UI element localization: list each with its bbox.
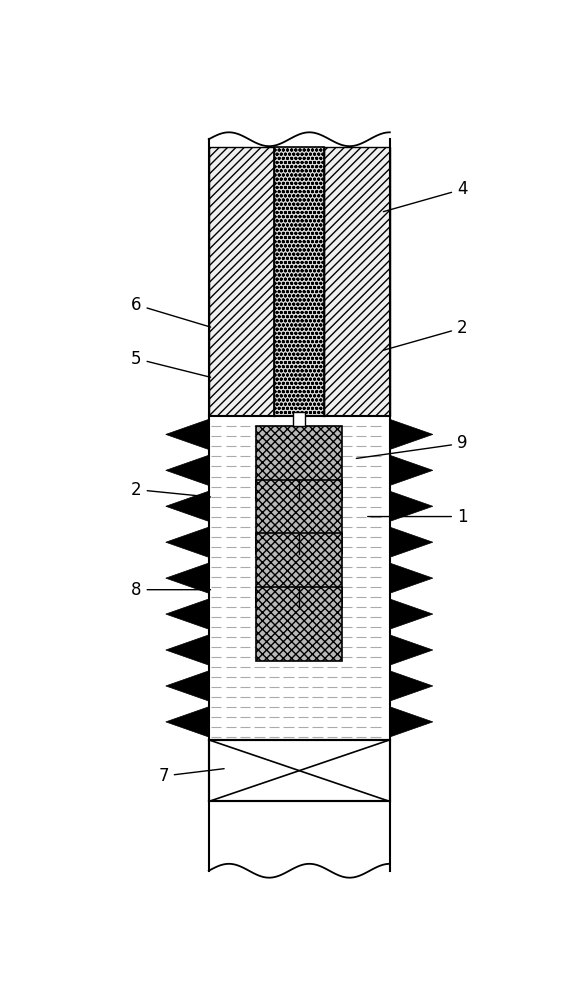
Text: 7: 7 xyxy=(158,767,224,785)
Polygon shape xyxy=(390,563,433,593)
Polygon shape xyxy=(166,599,209,629)
Polygon shape xyxy=(166,491,209,521)
Bar xyxy=(324,147,390,416)
Bar xyxy=(256,480,342,554)
Polygon shape xyxy=(390,491,433,521)
Polygon shape xyxy=(390,707,433,737)
Bar xyxy=(256,587,342,661)
Bar xyxy=(293,412,305,426)
Bar xyxy=(209,147,274,416)
Bar xyxy=(256,533,342,607)
Bar xyxy=(209,740,390,801)
Polygon shape xyxy=(166,419,209,450)
Polygon shape xyxy=(390,455,433,485)
Text: 5: 5 xyxy=(131,350,211,377)
Text: 9: 9 xyxy=(356,434,467,458)
Polygon shape xyxy=(390,599,433,629)
Polygon shape xyxy=(166,707,209,737)
Text: 4: 4 xyxy=(384,180,467,212)
Polygon shape xyxy=(390,671,433,701)
Text: 2: 2 xyxy=(384,319,468,350)
Bar xyxy=(209,147,390,416)
Bar xyxy=(209,416,390,740)
Polygon shape xyxy=(166,635,209,665)
Polygon shape xyxy=(166,455,209,485)
Polygon shape xyxy=(166,671,209,701)
Text: 6: 6 xyxy=(131,296,211,327)
Polygon shape xyxy=(390,419,433,450)
Polygon shape xyxy=(390,635,433,665)
Text: 1: 1 xyxy=(368,508,468,526)
Bar xyxy=(256,426,342,500)
Bar xyxy=(274,147,324,416)
Polygon shape xyxy=(390,527,433,557)
Polygon shape xyxy=(166,563,209,593)
Text: 8: 8 xyxy=(131,581,210,599)
Polygon shape xyxy=(166,527,209,557)
Text: 2: 2 xyxy=(131,481,211,499)
